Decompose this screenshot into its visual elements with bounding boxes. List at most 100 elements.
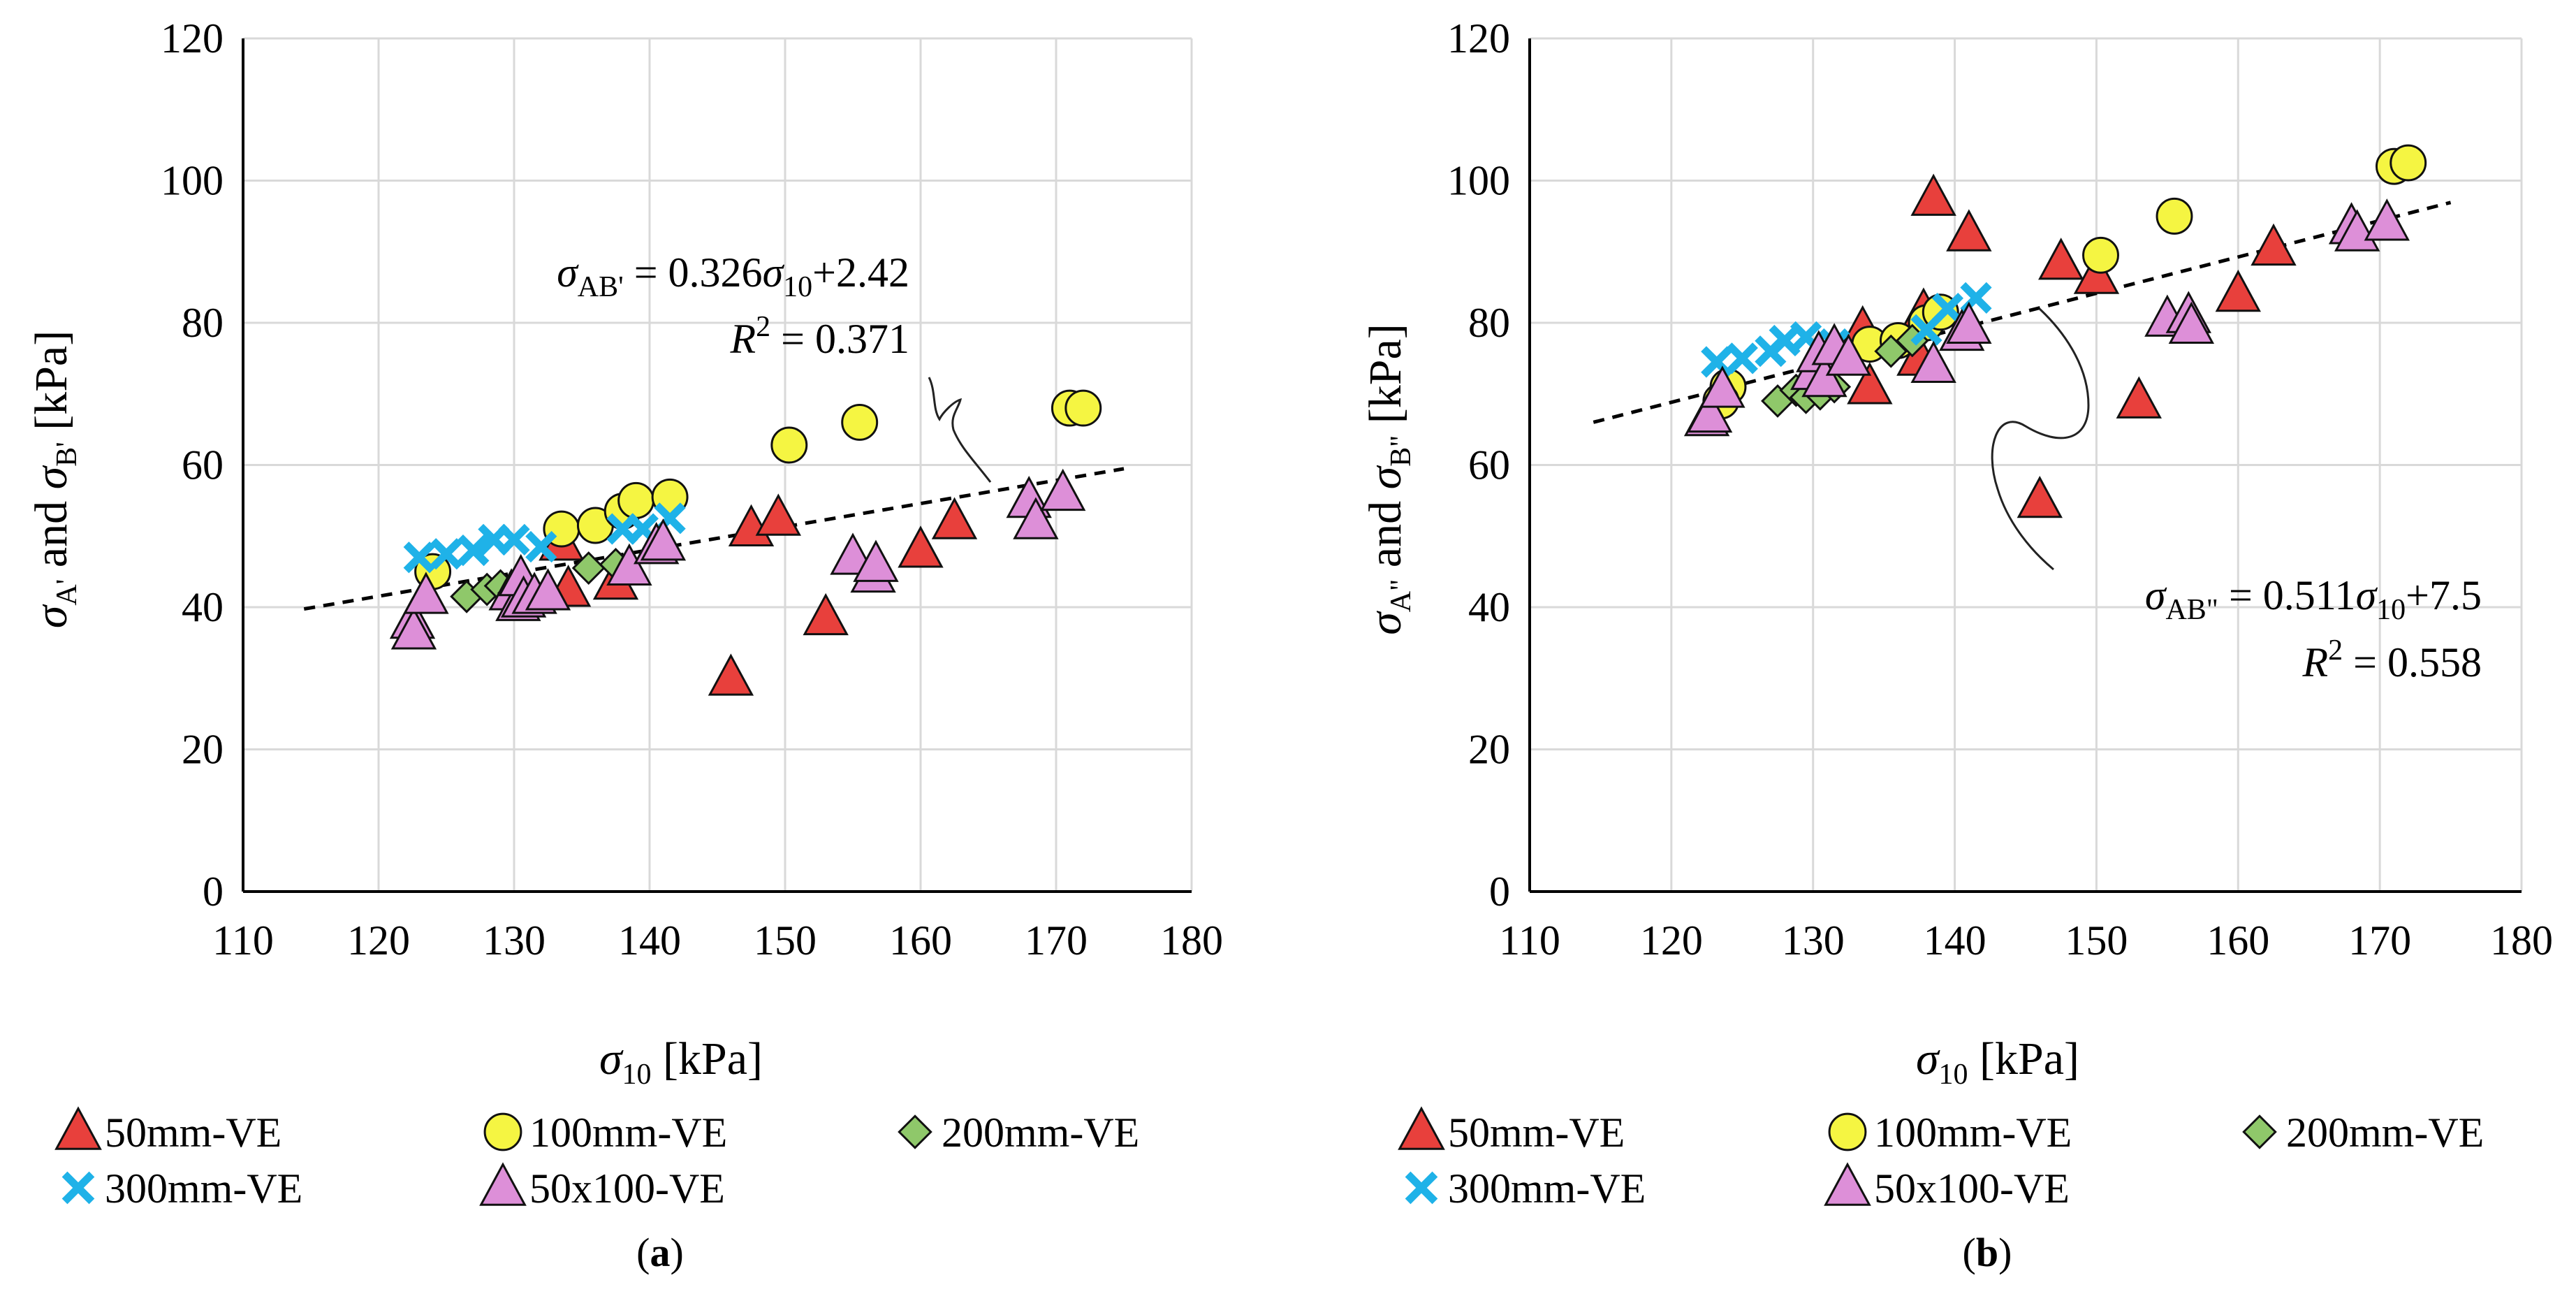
- x-tick-label: 160: [2207, 917, 2269, 964]
- panel-label-a: (a): [636, 1230, 684, 1275]
- data-point: [853, 539, 899, 582]
- y-tick-label: 100: [1447, 158, 1510, 204]
- legend-marker: [61, 1171, 95, 1205]
- y-tick-label: 40: [1468, 584, 1510, 630]
- data-point: [2038, 238, 2084, 280]
- axes-a: [242, 38, 1192, 893]
- legend-a: 50mm-VE 100mm-VE 200mm-VE 300mm-VE 50x100-VE: [54, 1106, 1139, 1212]
- data-points-b: [1683, 144, 2427, 518]
- x-tick-label: 140: [1924, 917, 1986, 964]
- data-point: [2116, 376, 2162, 419]
- legend-item: 100mm-VE: [1828, 1110, 2072, 1156]
- legend-label: 100mm-VE: [529, 1110, 727, 1156]
- data-point: [403, 542, 435, 574]
- x-tick-label: 140: [618, 917, 681, 964]
- data-point: [1946, 301, 1992, 344]
- y-tick-label: 120: [161, 15, 224, 61]
- x-tick-label: 150: [2065, 917, 2128, 964]
- y-tick-label: 0: [1489, 868, 1510, 915]
- data-point: [1910, 340, 1956, 383]
- legend-label: 200mm-VE: [2286, 1110, 2484, 1156]
- legend-marker: [483, 1112, 522, 1151]
- y-tick-label: 0: [203, 868, 224, 915]
- panel-label-b: (b): [1963, 1230, 2012, 1275]
- data-point: [708, 653, 754, 696]
- data-point: [770, 426, 808, 464]
- data-point: [1686, 390, 1733, 433]
- legend-marker: [54, 1106, 102, 1150]
- legend-item: 200mm-VE: [898, 1110, 1139, 1156]
- legend-item: 50x100-VE: [479, 1162, 725, 1212]
- legend-label: 50mm-VE: [105, 1110, 281, 1156]
- legend-label: 100mm-VE: [1874, 1110, 2072, 1156]
- data-point: [1801, 355, 1847, 398]
- data-point: [1064, 389, 1102, 427]
- gridlines-b: [1530, 37, 2523, 892]
- x-tick-label: 150: [754, 917, 817, 964]
- legend-label: 50x100-VE: [529, 1165, 725, 1212]
- equation-leader-line-b: [1991, 307, 2090, 571]
- legend-marker: [1824, 1162, 1871, 1206]
- tick-labels-a: 110 120 130 140 150 160 170 180 0 20 40 60 80 100 120: [161, 15, 1223, 964]
- y-tick-label: 60: [1468, 442, 1510, 488]
- legend-item: 50mm-VE: [1398, 1106, 1625, 1156]
- data-point: [803, 593, 849, 636]
- legend-label: 300mm-VE: [1448, 1165, 1646, 1212]
- data-point: [2168, 301, 2215, 344]
- data-point: [617, 481, 655, 519]
- tick-labels-b: 110 120 130 140 150 160 170 180 0 20 40 60 80 100 120: [1447, 15, 2553, 964]
- data-point: [525, 530, 557, 563]
- x-tick-label: 110: [1499, 917, 1560, 964]
- data-point: [640, 518, 687, 561]
- y-tick-label: 80: [1468, 300, 1510, 346]
- legend-marker: [479, 1162, 527, 1206]
- x-tick-label: 180: [2490, 917, 2553, 964]
- data-point: [458, 534, 490, 567]
- y-tick-label: 60: [182, 442, 224, 488]
- trendline-equation-a: σAB' = 0.326σ10+2.42 R2 = 0.371: [557, 249, 992, 483]
- legend-item: 50mm-VE: [54, 1106, 281, 1156]
- legend-marker: [1398, 1106, 1445, 1150]
- legend-label: 200mm-VE: [942, 1110, 1139, 1156]
- legend-item: 100mm-VE: [483, 1110, 727, 1156]
- data-point: [2390, 144, 2427, 182]
- x-tick-label: 160: [889, 917, 952, 964]
- y-tick-label: 120: [1447, 15, 1510, 61]
- data-point: [1701, 346, 1733, 378]
- legend-item: 50x100-VE: [1824, 1162, 2070, 1212]
- data-point: [931, 497, 978, 539]
- svg-text:σAB" = 0.511σ10+7.5: σAB" = 0.511σ10+7.5: [2145, 572, 2482, 626]
- data-point: [898, 525, 944, 568]
- y-tick-label: 40: [182, 584, 224, 630]
- chart-panel-b: 110 120 130 140 150 160 170 180020406080100120 …: [1360, 15, 2553, 1275]
- legend-label: 50x100-VE: [1874, 1165, 2070, 1212]
- data-point: [525, 568, 571, 611]
- y-tick-label: 80: [182, 300, 224, 346]
- data-point: [1910, 173, 1956, 216]
- chart-panel-a: 110 120 130 140 150 160 170 180020406080100120 …: [26, 15, 1223, 1275]
- data-point: [1847, 362, 1893, 405]
- data-point: [606, 543, 652, 586]
- data-point: [430, 538, 462, 570]
- legend-marker: [898, 1114, 932, 1149]
- legend-item: 300mm-VE: [1405, 1165, 1646, 1212]
- svg-text:σAB' = 0.326σ10+2.42: σAB' = 0.326σ10+2.42: [557, 249, 909, 303]
- data-point: [1931, 293, 1964, 325]
- svg-text:R2 = 0.371: R2 = 0.371: [730, 311, 910, 362]
- y-axis-label-b: σA" and σB" [kPa]: [1360, 324, 1417, 635]
- y-axis-label-a: σA' and σB' [kPa]: [26, 330, 83, 628]
- data-point: [571, 551, 606, 585]
- x-tick-label: 180: [1160, 917, 1223, 964]
- data-point: [2156, 197, 2193, 235]
- x-tick-label: 110: [212, 917, 274, 964]
- legend-label: 300mm-VE: [105, 1165, 302, 1212]
- x-tick-label: 120: [347, 917, 410, 964]
- data-point: [1013, 497, 1059, 539]
- legend-label: 50mm-VE: [1448, 1110, 1625, 1156]
- data-point: [1699, 365, 1746, 408]
- legend-b: 50mm-VE 100mm-VE 200mm-VE 300mm-VE 50x100-VE: [1398, 1106, 2484, 1212]
- x-tick-label: 130: [483, 917, 546, 964]
- x-axis-label-b: σ10 [kPa]: [1916, 1033, 2079, 1091]
- data-point: [498, 523, 530, 555]
